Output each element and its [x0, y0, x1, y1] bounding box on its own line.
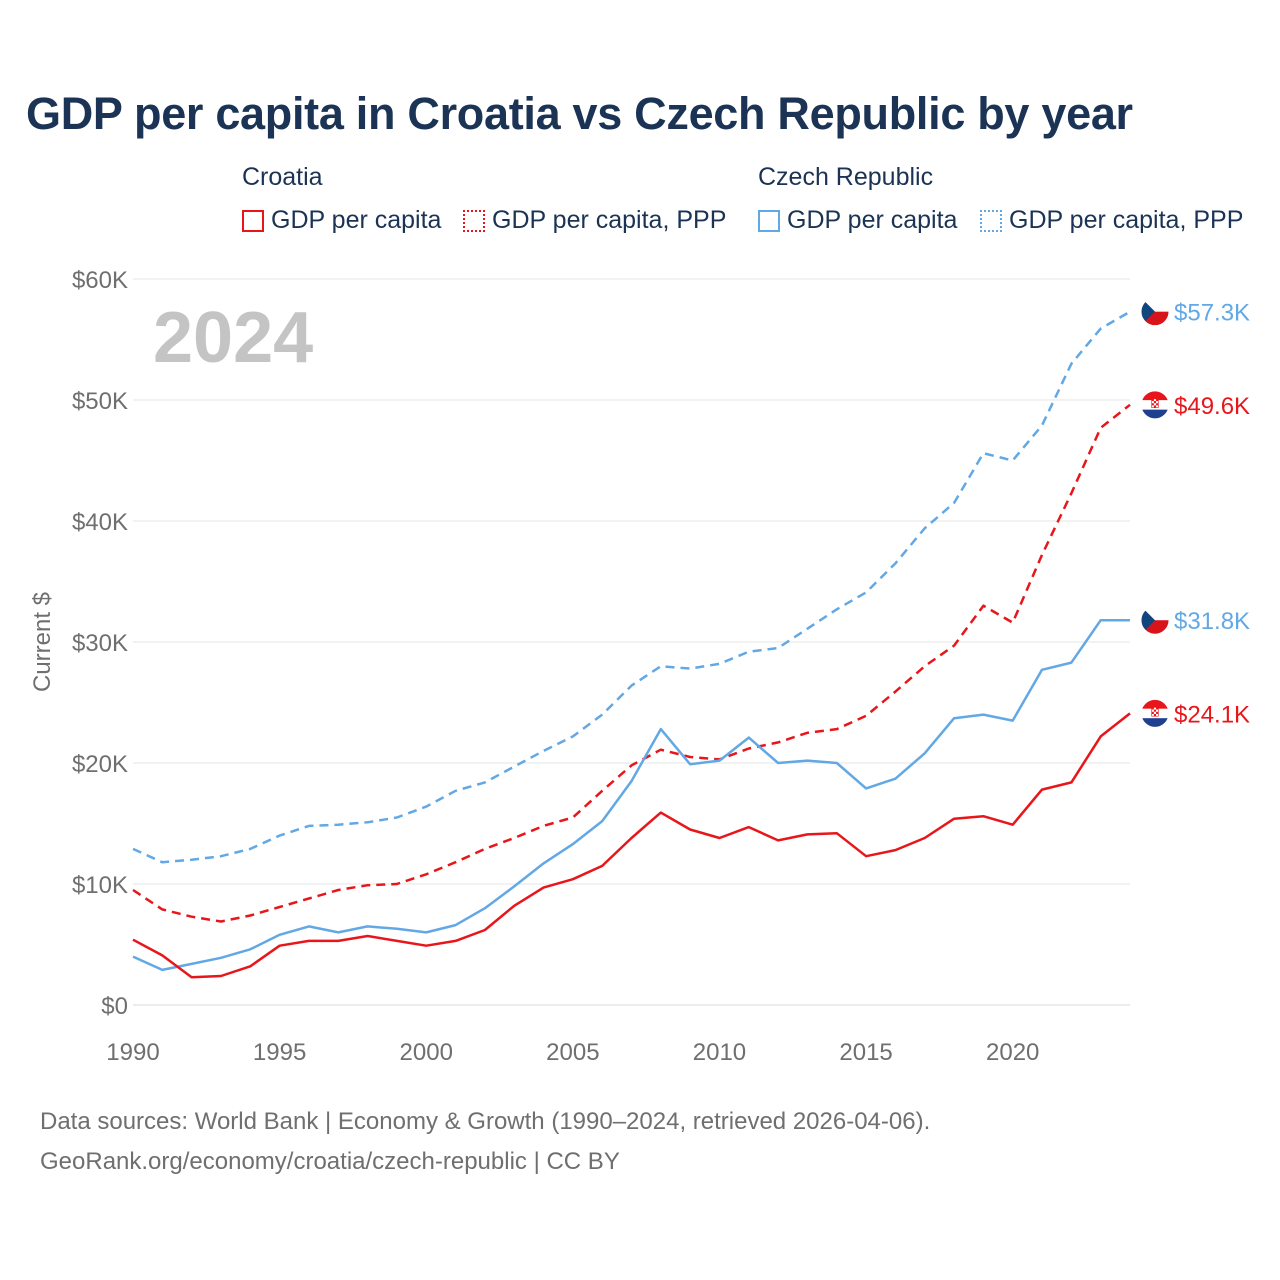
line-chart: $0 $10K $20K $30K $40K $50K $60K 1990 1995 2000 20…	[29, 267, 1250, 1066]
x-tick-label: 2010	[693, 1039, 746, 1066]
footer-credit[interactable]: GeoRank.org/economy/croatia/czech-republ…	[40, 1148, 620, 1175]
legend-item-czech-ppp[interactable]: GDP per capita, PPP	[980, 206, 1243, 235]
x-tick-label: 2015	[839, 1039, 892, 1066]
y-tick-label: $60K	[72, 267, 128, 294]
end-markers-layer: $57.3K $49.6K $31.8K $24.1K	[1140, 297, 1250, 728]
x-tick-label: 2000	[400, 1039, 453, 1066]
series-line-hr-ppp[interactable]	[132, 403, 1131, 923]
end-value-label-cz-gdp: $31.8K	[1174, 608, 1250, 635]
y-tick-label: $40K	[72, 509, 128, 536]
croatia-flag-icon	[1140, 698, 1170, 728]
x-tick-label: 2005	[546, 1039, 599, 1066]
grid-layer: $0 $10K $20K $30K $40K $50K $60K 1990 1995 2000 20…	[72, 267, 1130, 1066]
legend-label: GDP per capita, PPP	[492, 206, 727, 234]
y-tick-label: $0	[101, 993, 128, 1020]
end-value-label-hr-ppp: $49.6K	[1174, 393, 1250, 420]
y-axis-label: Current $	[29, 592, 56, 692]
x-tick-label: 1990	[106, 1039, 159, 1066]
end-value-label-cz-ppp: $57.3K	[1174, 300, 1250, 327]
end-value-label-hr-gdp: $24.1K	[1174, 701, 1250, 728]
y-tick-label: $10K	[72, 872, 128, 899]
y-tick-label: $30K	[72, 630, 128, 657]
legend-group-croatia: Croatia	[242, 163, 323, 191]
legend-label: GDP per capita	[787, 206, 958, 234]
legend-swatch-dotted-red	[463, 209, 485, 232]
legend-swatch-solid-red	[242, 209, 264, 232]
series-line-cz-ppp[interactable]	[132, 310, 1131, 864]
x-tick-label: 1995	[253, 1039, 306, 1066]
croatia-flag-icon	[1140, 390, 1170, 420]
chart-title: GDP per capita in Croatia vs Czech Repub…	[26, 88, 1133, 139]
series-line-cz-gdp[interactable]	[132, 618, 1130, 972]
czech-flag-icon	[1140, 297, 1170, 327]
footer-sources: Data sources: World Bank | Economy & Gro…	[40, 1108, 931, 1135]
czech-flag-icon	[1140, 605, 1170, 635]
legend-swatch-solid-blue	[758, 209, 780, 232]
legend-label: GDP per capita	[271, 206, 442, 234]
legend-group-czech: Czech Republic	[758, 163, 934, 191]
legend-swatch-dotted-blue	[980, 209, 1002, 232]
year-watermark: 2024	[153, 298, 313, 378]
legend-item-czech-gdp[interactable]: GDP per capita	[758, 206, 957, 235]
legend-item-croatia-gdp[interactable]: GDP per capita	[242, 206, 441, 235]
legend-item-croatia-ppp[interactable]: GDP per capita, PPP	[463, 206, 726, 235]
series-line-hr-gdp[interactable]	[132, 712, 1131, 979]
series-layer	[132, 310, 1131, 979]
y-tick-label: $50K	[72, 388, 128, 415]
legend-label: GDP per capita, PPP	[1009, 206, 1244, 234]
x-tick-label: 2020	[986, 1039, 1039, 1066]
y-tick-label: $20K	[72, 751, 128, 778]
